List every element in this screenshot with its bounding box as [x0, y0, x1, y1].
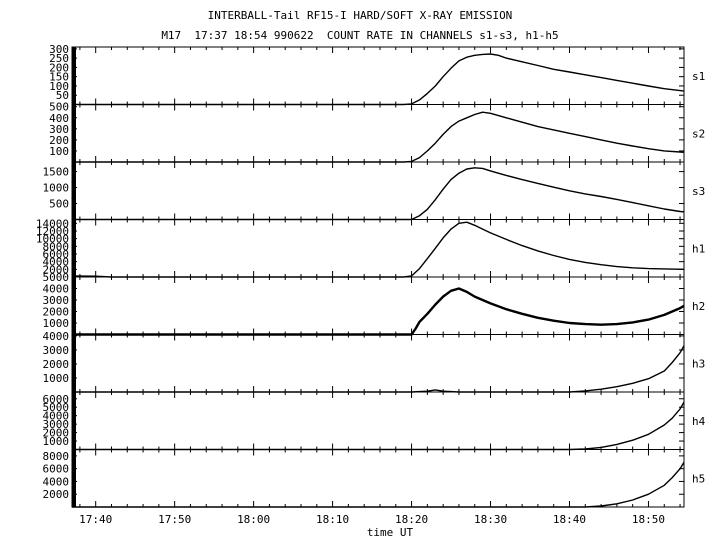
series-line-h2	[72, 287, 685, 336]
channel-label-s1: s1	[692, 70, 705, 83]
x-tick-label: 17:40	[79, 513, 112, 526]
y-tick-label-h4: 4000	[43, 410, 70, 423]
y-tick-label-h2: 2000	[43, 306, 70, 319]
y-tick-label-h5: 6000	[43, 463, 70, 476]
channel-label-s3: s3	[692, 185, 705, 198]
y-tick-label-s2: 400	[49, 112, 69, 125]
channel-label-h1: h1	[692, 242, 705, 255]
y-tick-label-h4: 1000	[43, 435, 70, 448]
chart-title: INTERBALL-Tail RF15-I HARD/SOFT X-RAY EM…	[207, 9, 513, 22]
y-tick-label-h4: 2000	[43, 427, 70, 440]
panel-frame-h4	[71, 391, 685, 450]
series-line-s3	[72, 167, 685, 221]
y-tick-label-s3: 500	[49, 198, 69, 211]
y-tick-label-h1: 6000	[43, 248, 70, 261]
y-tick-label-s2: 500	[49, 101, 69, 114]
y-tick-label-h1: 4000	[43, 256, 70, 269]
series-line-h5	[72, 461, 685, 508]
y-tick-label-s1: 150	[49, 71, 69, 84]
y-tick-label-s1: 50	[56, 89, 69, 102]
series-line-s2	[72, 111, 685, 163]
y-tick-label-h1: 12000	[36, 225, 69, 238]
y-tick-label-h3: 4000	[43, 330, 70, 343]
panel-frame-s3	[71, 161, 685, 220]
panel-frame-h5	[71, 449, 685, 508]
x-tick-label: 17:50	[158, 513, 191, 526]
panel-frame-h2	[71, 276, 685, 335]
y-tick-label-s2: 300	[49, 123, 69, 136]
y-tick-label-s1: 300	[49, 43, 69, 56]
y-tick-label-h2: 5000	[43, 271, 70, 284]
y-tick-label-h4: 5000	[43, 401, 70, 414]
series-line-h4	[72, 401, 685, 451]
panel-frame-s2	[71, 104, 685, 163]
channel-label-h2: h2	[692, 300, 705, 313]
x-axis-label: time UT	[367, 526, 414, 539]
channel-label-h5: h5	[692, 472, 705, 485]
series-line-h3	[72, 345, 685, 393]
x-tick-label: 18:30	[474, 513, 507, 526]
series-line-s1	[72, 53, 685, 106]
y-tick-label-h1: 8000	[43, 240, 70, 253]
x-tick-label: 18:10	[316, 513, 349, 526]
y-tick-label-h3: 2000	[43, 358, 70, 371]
chart-subtitle: M17 17:37 18:54 990622 COUNT RATE IN CHA…	[161, 29, 559, 42]
y-tick-label-h1: 2000	[43, 263, 70, 276]
y-tick-label-s1: 250	[49, 52, 69, 65]
y-tick-label-s3: 1500	[43, 166, 70, 179]
y-tick-label-s2: 200	[49, 134, 69, 147]
x-tick-label: 18:00	[237, 513, 270, 526]
y-tick-label-h2: 3000	[43, 294, 70, 307]
y-tick-label-h4: 6000	[43, 393, 70, 406]
y-tick-label-h2: 1000	[43, 317, 70, 330]
x-tick-label: 18:50	[632, 513, 665, 526]
y-tick-label-h5: 8000	[43, 450, 70, 463]
y-tick-label-s3: 1000	[43, 182, 70, 195]
y-tick-label-h1: 14000	[36, 217, 69, 230]
y-tick-label-s2: 100	[49, 145, 69, 158]
y-tick-label-h1: 10000	[36, 233, 69, 246]
series-line-h1	[71, 221, 685, 278]
panel-frame-h1	[71, 219, 685, 278]
panel-frame-h3	[71, 334, 685, 393]
y-tick-label-s1: 100	[49, 80, 69, 93]
y-tick-label-h5: 4000	[43, 475, 70, 488]
x-tick-label: 18:40	[553, 513, 586, 526]
y-tick-label-s1: 200	[49, 61, 69, 74]
x-tick-label: 18:20	[395, 513, 428, 526]
y-tick-label-h3: 3000	[43, 344, 70, 357]
y-tick-label-h2: 4000	[43, 283, 70, 296]
channel-label-h4: h4	[692, 415, 706, 428]
channel-label-s2: s2	[692, 127, 705, 140]
channel-label-h3: h3	[692, 357, 705, 370]
y-tick-label-h5: 2000	[43, 488, 70, 501]
y-tick-label-h3: 1000	[43, 372, 70, 385]
left-edge-bar	[72, 47, 76, 507]
y-tick-label-h4: 3000	[43, 418, 70, 431]
